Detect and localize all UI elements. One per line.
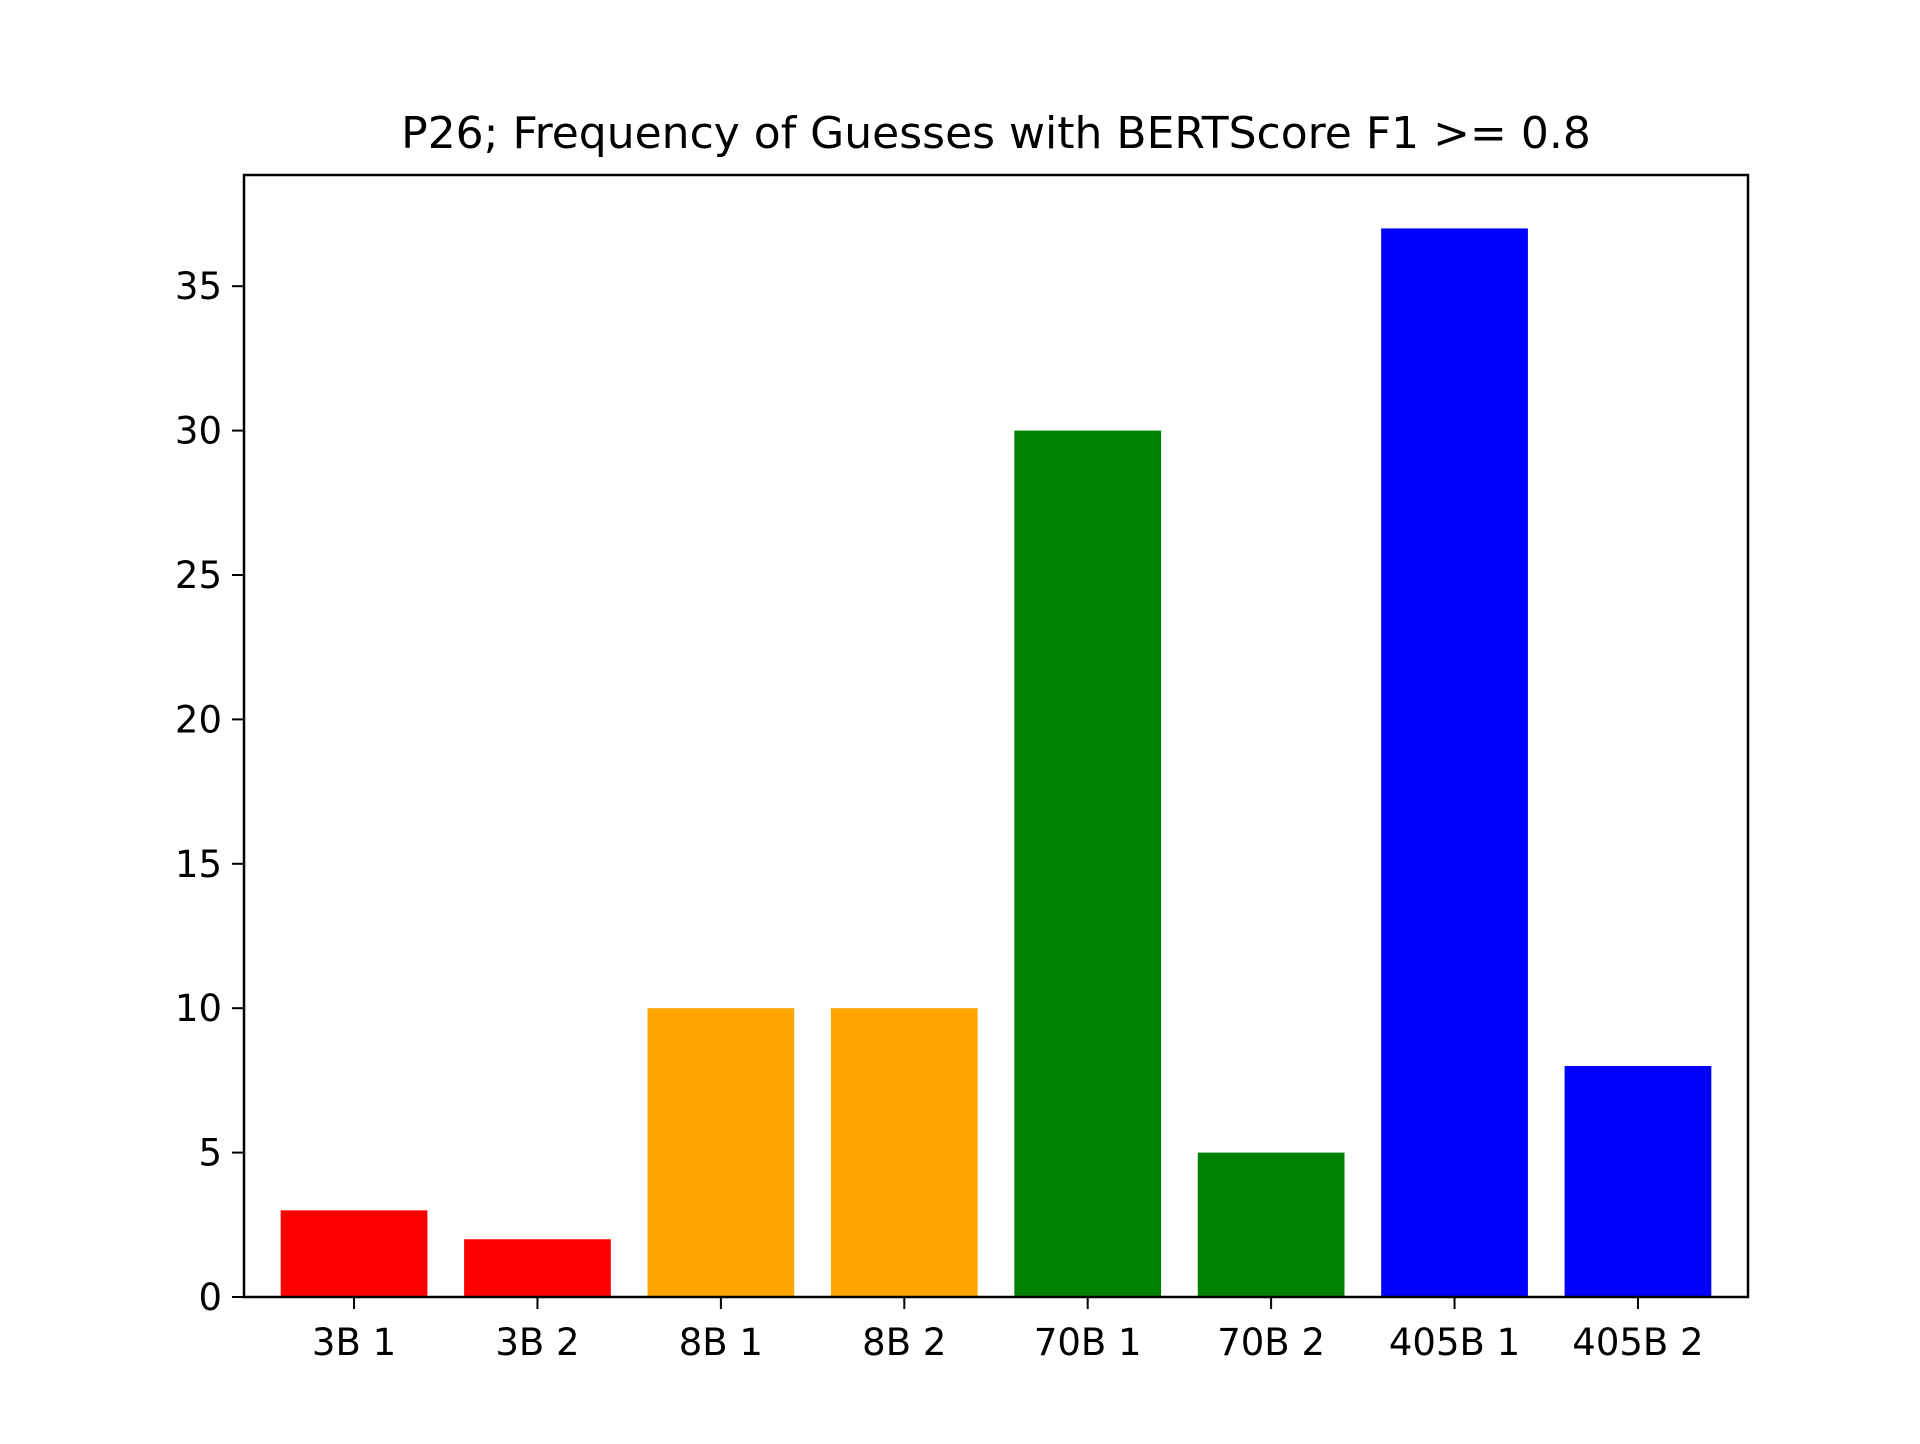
y-tick-label: 30: [175, 410, 222, 453]
bar-70b-2: [1197, 1152, 1345, 1297]
y-tick-label: 15: [175, 843, 222, 886]
x-tick-label: 70B 2: [1217, 1321, 1325, 1364]
x-tick-label: 70B 1: [1034, 1321, 1142, 1364]
x-axis: 3B 1 3B 2 8B 1 8B 2 70B 1 70B 2 405B 1 405B 2: [312, 1297, 1704, 1364]
y-tick-label: 0: [198, 1276, 222, 1319]
bar-405b-2: [1564, 1065, 1712, 1297]
x-tick-label: 405B 2: [1572, 1321, 1703, 1364]
y-tick-label: 20: [175, 698, 222, 741]
y-tick-label: 5: [198, 1132, 222, 1175]
y-tick-label: 10: [175, 987, 222, 1030]
bar-70b-1: [1014, 430, 1162, 1298]
x-tick-label: 3B 1: [312, 1321, 396, 1364]
bars-layer: [280, 228, 1712, 1298]
bar-8b-2: [830, 1008, 978, 1297]
y-tick-label: 25: [175, 554, 222, 597]
chart-title: P26; Frequency of Guesses with BERTScore…: [401, 108, 1591, 159]
x-tick-label: 405B 1: [1389, 1321, 1520, 1364]
plot-frame: [242, 173, 1750, 1299]
x-tick-label: 8B 2: [862, 1321, 946, 1364]
x-tick-label: 3B 2: [495, 1321, 579, 1364]
bar-3b-2: [464, 1239, 611, 1297]
y-axis: 0 5 10 15 20 25 30 35: [175, 265, 244, 1319]
x-tick-label: 8B 1: [679, 1321, 763, 1364]
bar-3b-1: [280, 1210, 428, 1297]
bar-8b-1: [647, 1008, 795, 1297]
y-tick-label: 35: [175, 265, 222, 308]
bar-405b-1: [1381, 228, 1528, 1297]
